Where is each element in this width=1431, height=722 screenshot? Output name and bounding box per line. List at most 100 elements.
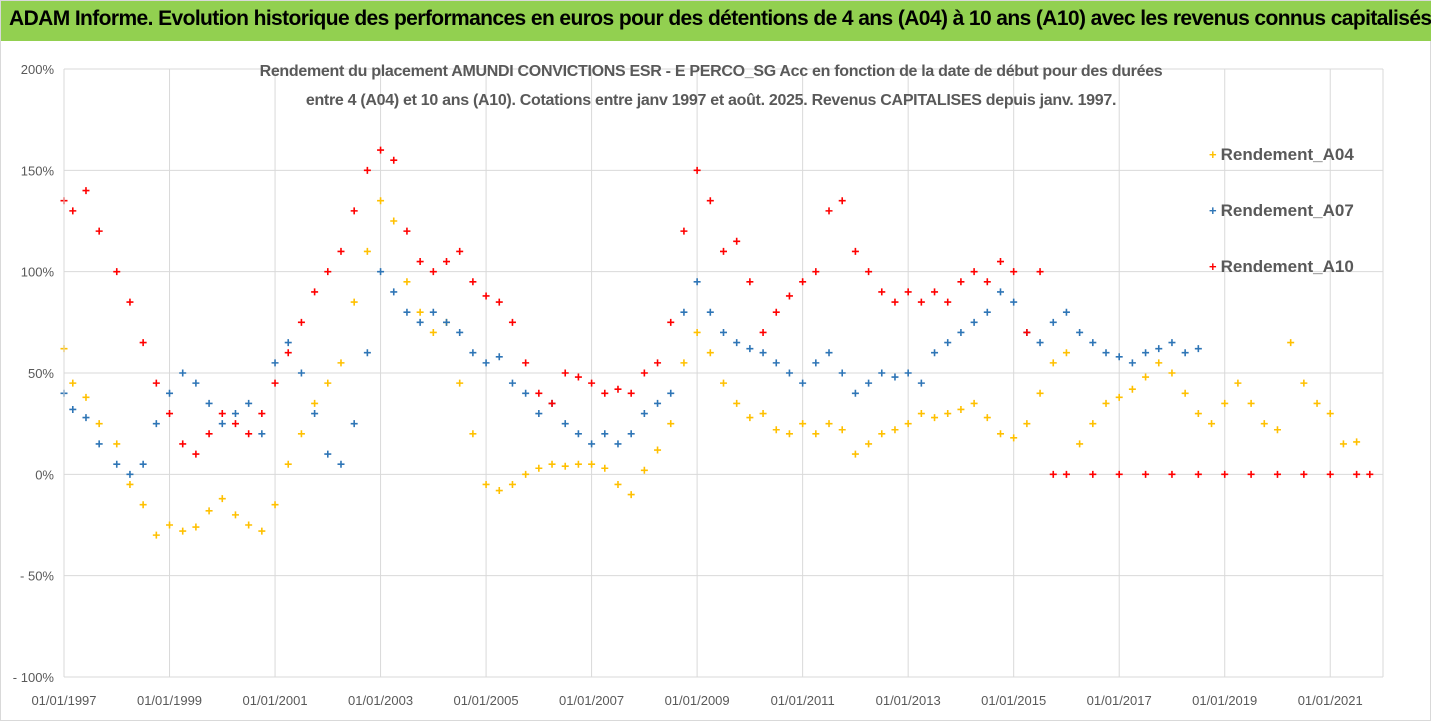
data-point — [904, 369, 912, 377]
x-tick-label: 01/01/1997 — [31, 693, 96, 708]
data-point — [799, 420, 807, 428]
data-point — [601, 430, 609, 438]
data-point — [944, 298, 952, 306]
data-point — [588, 379, 596, 387]
data-point — [1326, 470, 1334, 478]
data-point — [1076, 440, 1084, 448]
data-point — [640, 466, 648, 474]
data-point — [601, 464, 609, 472]
data-point — [139, 339, 147, 347]
data-point — [891, 298, 899, 306]
data-point — [416, 308, 424, 316]
data-point — [931, 349, 939, 357]
data-point — [443, 258, 451, 266]
data-point — [205, 399, 213, 407]
data-point — [522, 359, 530, 367]
x-tick-label: 01/01/2015 — [981, 693, 1046, 708]
data-point — [878, 369, 886, 377]
data-point — [720, 247, 727, 255]
data-point — [363, 166, 371, 174]
data-point — [271, 379, 279, 387]
data-point — [561, 369, 569, 377]
data-point — [865, 268, 873, 276]
data-point — [245, 521, 253, 529]
data-point — [311, 410, 319, 418]
data-point — [390, 156, 398, 164]
data-point — [561, 420, 569, 428]
data-point — [1089, 470, 1097, 478]
data-point — [95, 440, 103, 448]
data-point — [944, 410, 952, 418]
data-point — [69, 207, 77, 215]
data-point — [377, 268, 385, 276]
data-point — [1036, 339, 1044, 347]
data-point — [377, 197, 385, 205]
data-point — [390, 288, 398, 296]
data-point — [1142, 373, 1150, 381]
chart-title-line-1: Rendement du placement AMUNDI CONVICTION… — [259, 63, 1163, 80]
data-point — [1155, 359, 1163, 367]
data-point — [640, 410, 648, 418]
data-point — [561, 462, 569, 470]
data-point — [113, 460, 121, 468]
data-point — [443, 318, 451, 326]
data-point — [377, 146, 385, 154]
data-point — [667, 420, 675, 428]
data-point — [271, 501, 279, 509]
data-point — [1168, 339, 1176, 347]
data-point — [601, 389, 609, 397]
data-point — [482, 292, 490, 300]
data-point — [482, 359, 490, 367]
data-point — [1128, 359, 1136, 367]
data-point — [759, 349, 767, 357]
data-point — [258, 430, 266, 438]
legend-item-a04: + Rendement_A04 — [1209, 145, 1354, 169]
data-point — [1287, 339, 1295, 347]
series-markers — [60, 146, 1374, 539]
data-point — [957, 328, 965, 336]
data-point — [772, 308, 780, 316]
data-point — [640, 369, 648, 377]
y-tick-label: - 100% — [13, 670, 55, 685]
data-point — [1221, 399, 1229, 407]
data-point — [284, 339, 292, 347]
data-point — [95, 227, 103, 235]
data-point — [706, 349, 714, 357]
banner-title: ADAM Informe. Evolution historique des p… — [9, 7, 1431, 30]
data-point — [1102, 399, 1110, 407]
data-point — [931, 414, 939, 422]
data-point — [785, 430, 793, 438]
data-point — [983, 278, 991, 286]
data-point — [126, 470, 134, 478]
legend-marker-a07: + — [1209, 203, 1217, 218]
data-point — [1353, 470, 1361, 478]
data-point — [1247, 470, 1255, 478]
data-point — [363, 349, 371, 357]
data-point — [363, 247, 371, 255]
data-point — [1062, 308, 1070, 316]
y-tick-label: 150% — [21, 163, 55, 178]
data-point — [1155, 345, 1163, 353]
data-point — [891, 426, 899, 434]
data-point — [456, 379, 464, 387]
series-rendement-a10 — [60, 146, 1374, 478]
data-point — [614, 440, 622, 448]
data-point — [574, 460, 582, 468]
data-point — [654, 359, 662, 367]
data-point — [996, 258, 1004, 266]
data-point — [258, 410, 266, 418]
data-point — [838, 426, 846, 434]
data-point — [218, 410, 226, 418]
data-point — [865, 440, 873, 448]
data-point — [1353, 438, 1361, 446]
data-point — [1010, 268, 1018, 276]
data-point — [403, 227, 411, 235]
data-point — [82, 393, 90, 401]
data-point — [482, 480, 490, 488]
legend-label-a07: Rendement_A07 — [1220, 201, 1354, 220]
data-point — [851, 389, 859, 397]
data-point — [192, 450, 200, 458]
data-point — [667, 389, 675, 397]
data-point — [720, 379, 727, 387]
data-point — [654, 446, 662, 454]
